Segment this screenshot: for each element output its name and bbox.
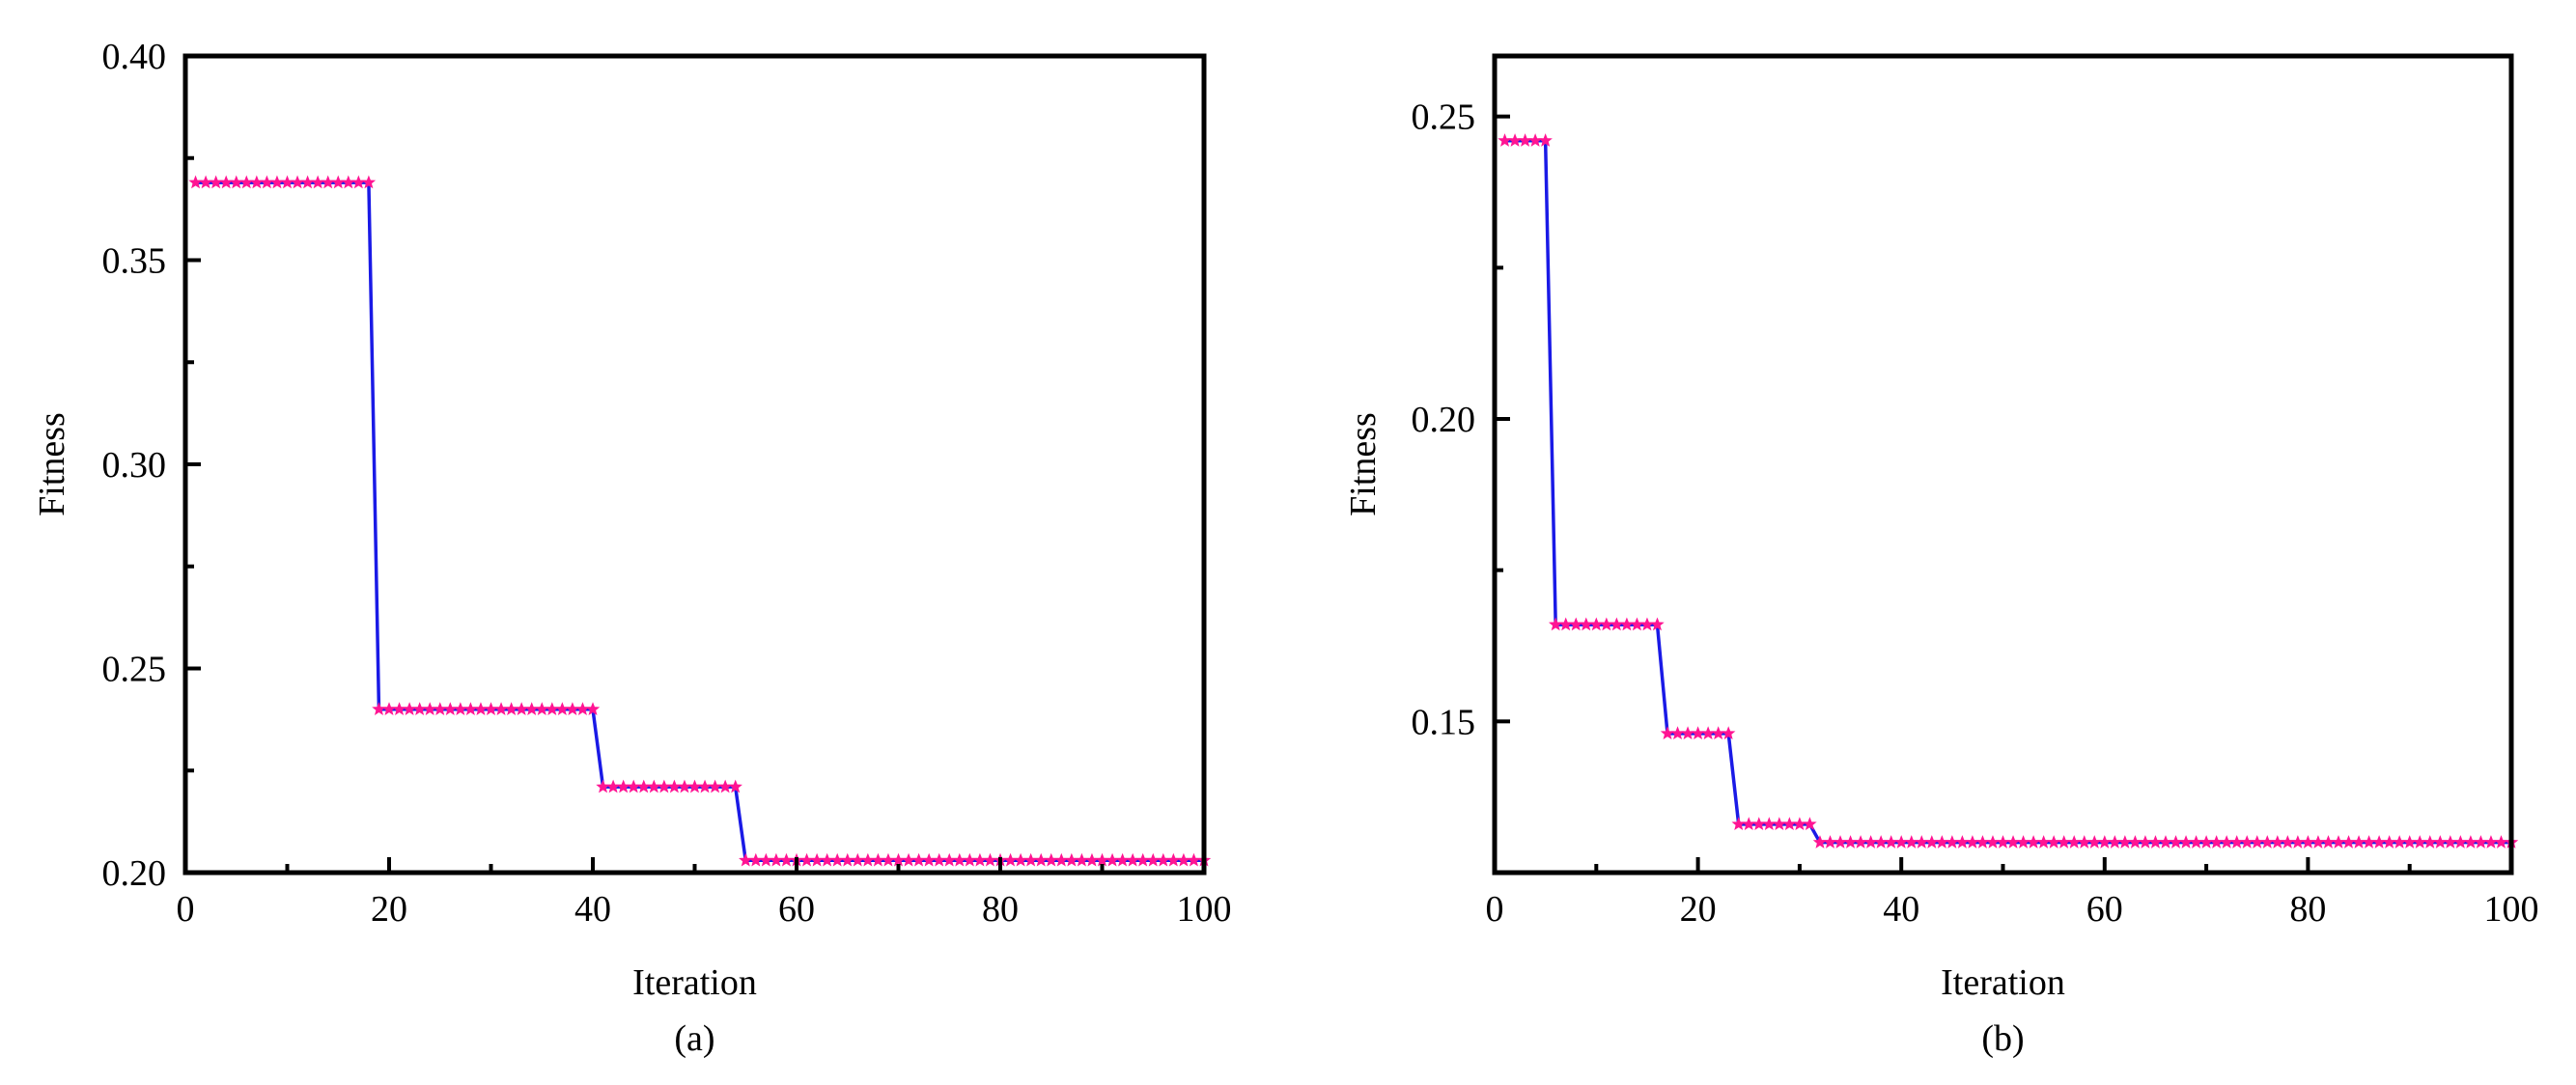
chart-panel-a: 0 20 40 60 80 100 0.20 0.25 0.30 0.35 0.40 Iterat… xyxy=(32,37,1232,1059)
x-tick-label: 60 xyxy=(778,889,815,930)
x-tick-label: 20 xyxy=(371,889,407,930)
y-tick-label: 0.20 xyxy=(1412,400,1476,440)
plot-area-b xyxy=(1498,133,2519,849)
y-tick-label: 0.35 xyxy=(102,241,167,282)
x-tick-label: 80 xyxy=(2289,889,2326,930)
x-tick-labels-b: 0 20 40 60 80 100 xyxy=(1486,889,2539,930)
data-point xyxy=(1650,617,1665,631)
series-line xyxy=(195,181,1204,863)
axis-ticks-b xyxy=(1493,114,2513,875)
x-axis-title-b: Iteration xyxy=(1941,962,2065,1003)
x-tick-label: 100 xyxy=(2484,889,2539,930)
y-tick-labels-a: 0.20 0.25 0.30 0.35 0.40 xyxy=(102,37,167,894)
data-point xyxy=(1803,817,1817,831)
y-tick-label: 0.30 xyxy=(102,445,167,486)
data-point xyxy=(1538,133,1553,147)
y-tick-label: 0.25 xyxy=(102,650,167,690)
plot-area-a xyxy=(188,175,1212,867)
x-tick-label: 0 xyxy=(1486,889,1504,930)
axis-ticks-a xyxy=(183,54,1206,875)
y-tick-labels-b: 0.15 0.20 0.25 xyxy=(1412,97,1476,743)
data-point xyxy=(585,702,601,715)
x-tick-label: 60 xyxy=(2086,889,2123,930)
y-tick-label: 0.40 xyxy=(102,37,167,77)
x-tick-label: 0 xyxy=(177,889,195,930)
x-tick-label: 100 xyxy=(1177,889,1232,930)
chart-panel-b: 0 20 40 60 80 100 0.15 0.20 0.25 Iteration Fitn… xyxy=(1343,53,2539,1059)
data-point xyxy=(728,779,742,793)
y-tick-label: 0.25 xyxy=(1412,97,1476,138)
panel-caption-b: (b) xyxy=(1981,1018,2024,1059)
x-tick-labels-a: 0 20 40 60 80 100 xyxy=(177,889,1232,930)
series-line xyxy=(1504,138,2511,845)
x-axis-title-a: Iteration xyxy=(632,962,757,1003)
data-point xyxy=(361,175,377,189)
y-axis-title-a: Fitness xyxy=(32,412,72,516)
x-tick-label: 20 xyxy=(1680,889,1717,930)
x-tick-label: 40 xyxy=(574,889,611,930)
x-tick-label: 80 xyxy=(982,889,1019,930)
x-tick-label: 40 xyxy=(1883,889,1919,930)
data-point xyxy=(1721,726,1736,740)
y-tick-label: 0.15 xyxy=(1412,702,1476,742)
y-axis-title-b: Fitness xyxy=(1343,412,1384,516)
panel-caption-a: (a) xyxy=(674,1018,714,1059)
y-tick-label: 0.20 xyxy=(102,853,167,894)
